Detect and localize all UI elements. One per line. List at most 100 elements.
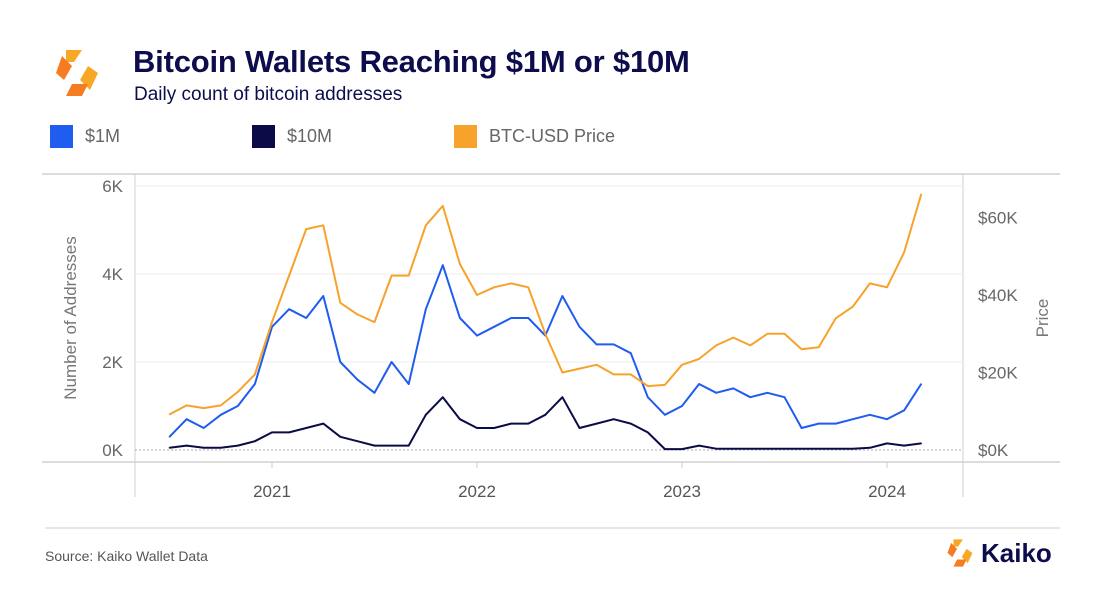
data-point	[766, 392, 769, 394]
data-point	[442, 396, 444, 399]
data-point	[817, 346, 820, 349]
data-point	[886, 286, 888, 289]
series-line-0	[168, 264, 923, 438]
data-point	[493, 427, 495, 429]
data-point	[339, 361, 342, 363]
legend-label: $10M	[287, 126, 333, 146]
data-point	[237, 444, 239, 447]
data-point	[698, 383, 700, 385]
x-tick-label: 2023	[663, 482, 701, 501]
data-point	[817, 447, 820, 450]
data-point	[271, 321, 273, 323]
y2-tick-label: $60K	[978, 209, 1018, 228]
legend-item-1m: $1M	[50, 125, 120, 148]
data-point	[920, 442, 922, 445]
data-point	[817, 422, 820, 425]
data-point	[254, 373, 256, 376]
x-tick-label: 2022	[458, 482, 496, 501]
chart-frame	[42, 173, 1060, 529]
data-point	[869, 414, 871, 416]
data-point	[647, 396, 649, 399]
data-point	[219, 404, 222, 407]
data-point	[783, 396, 786, 399]
data-point	[852, 447, 854, 450]
data-point	[254, 383, 256, 385]
data-point	[681, 405, 683, 407]
data-point	[664, 448, 666, 450]
data-point	[305, 427, 307, 429]
y-tick-label: 6K	[102, 177, 123, 196]
data-point	[168, 436, 171, 438]
y2-tick-label: $0K	[978, 441, 1009, 460]
y-tick-label: 2K	[102, 353, 123, 372]
data-point	[527, 286, 530, 289]
y-axis-label: Number of Addresses	[61, 236, 80, 399]
data-point	[869, 447, 871, 449]
data-point	[510, 422, 512, 425]
x-tick-label: 2024	[868, 482, 906, 501]
legend-swatch-1m	[50, 125, 73, 148]
data-point	[834, 422, 837, 425]
data-point	[322, 295, 325, 297]
data-point	[527, 422, 530, 425]
data-point	[493, 326, 495, 328]
data-point	[322, 422, 325, 425]
y-tick-label: 4K	[102, 265, 123, 284]
legend-item-10m: $10M	[252, 125, 332, 148]
data-point	[305, 317, 307, 319]
y2-tick-label: $20K	[978, 364, 1018, 383]
y2-tick-label: $40K	[978, 286, 1018, 305]
data-point	[459, 317, 461, 319]
data-point	[766, 447, 769, 450]
source-note: Source: Kaiko Wallet Data	[45, 548, 208, 564]
data-point	[869, 282, 871, 285]
data-point	[578, 326, 581, 328]
data-point	[373, 321, 376, 323]
data-point	[339, 436, 342, 438]
data-point	[510, 282, 512, 285]
data-point	[424, 224, 427, 227]
data-point	[664, 384, 666, 386]
data-point	[903, 409, 905, 412]
data-point	[237, 405, 239, 407]
data-point	[202, 407, 205, 409]
data-point	[202, 427, 205, 429]
data-point	[783, 447, 786, 450]
data-point	[185, 418, 188, 421]
data-point	[390, 444, 393, 447]
data-point	[612, 343, 615, 346]
data-point	[920, 193, 922, 196]
data-point	[629, 352, 632, 355]
data-point	[168, 447, 171, 449]
kaiko-brand: Kaiko	[945, 537, 1052, 569]
y-tick-label: 0K	[102, 441, 123, 460]
data-point	[407, 383, 410, 385]
data-point	[664, 414, 666, 416]
brand-name: Kaiko	[981, 537, 1052, 568]
data-point	[288, 431, 290, 434]
data-point	[834, 317, 837, 320]
data-point	[544, 332, 547, 335]
data-point	[561, 295, 564, 297]
data-point	[356, 440, 359, 443]
data-point	[544, 414, 547, 416]
data-point	[271, 431, 273, 434]
data-point	[219, 447, 222, 449]
legend-label: $1M	[85, 126, 121, 146]
data-point	[595, 343, 598, 346]
data-point	[442, 264, 444, 267]
data-point	[356, 378, 359, 381]
data-point	[732, 336, 735, 339]
series-line-2	[169, 194, 923, 416]
data-point	[185, 444, 188, 447]
data-point	[715, 392, 717, 394]
data-point	[834, 447, 837, 450]
data-point	[852, 418, 854, 421]
data-point	[903, 251, 905, 254]
y2-axis-label: Price	[1033, 299, 1052, 338]
data-point	[732, 447, 735, 450]
data-point	[629, 373, 632, 376]
data-point	[749, 344, 752, 347]
data-point	[459, 263, 461, 265]
